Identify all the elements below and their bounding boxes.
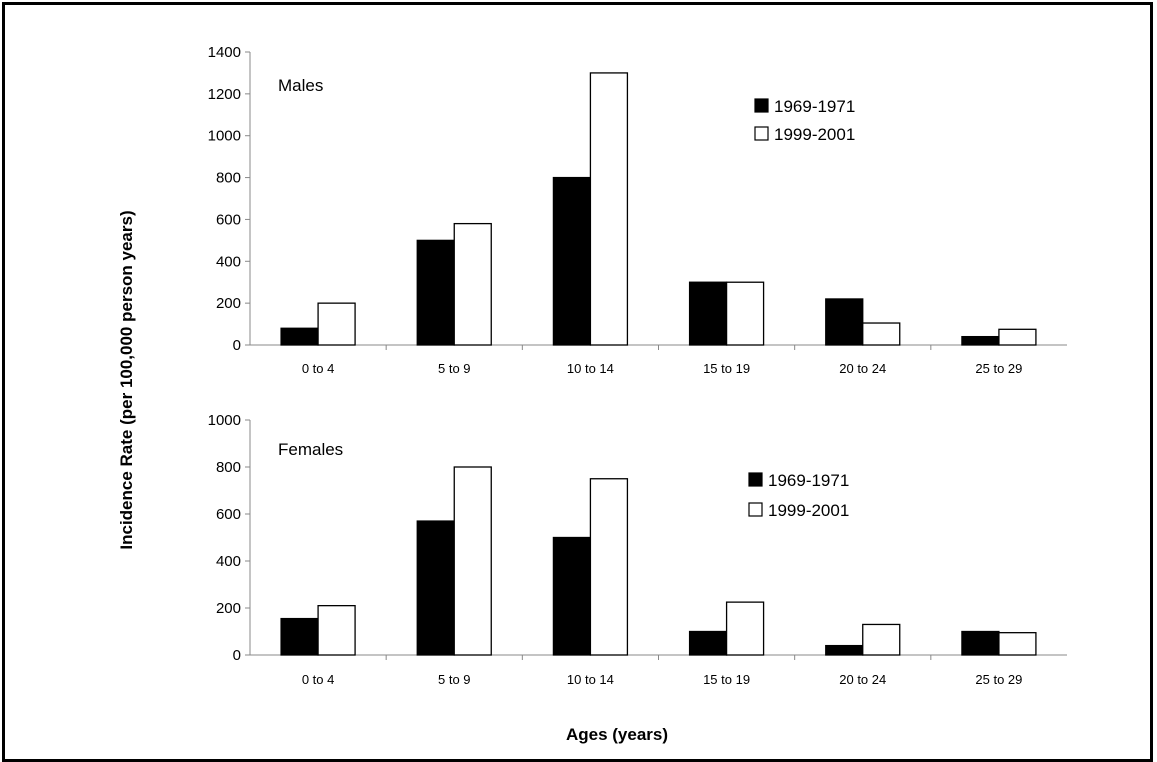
panel-label: Males — [278, 76, 323, 95]
x-tick-label: 10 to 14 — [567, 361, 614, 376]
y-tick-label: 1400 — [208, 44, 241, 61]
y-tick-label: 1000 — [208, 128, 241, 145]
y-tick-label: 1200 — [208, 86, 241, 103]
y-tick-label: 800 — [216, 459, 241, 476]
x-tick-label: 15 to 19 — [703, 361, 750, 376]
bar-1969-1971 — [961, 335, 1000, 346]
bar-1969-1971 — [280, 327, 319, 346]
legend-swatch-1969-1971 — [754, 98, 769, 113]
bar-1969-1971 — [416, 239, 455, 346]
bar-1999-2001 — [862, 623, 901, 656]
legend-swatch-1969-1971 — [748, 472, 763, 487]
bar-1969-1971 — [280, 617, 319, 656]
legend-entry-1969-1971: 1969-1971 — [768, 471, 849, 490]
bar-1969-1971 — [825, 644, 864, 656]
y-tick-label: 400 — [216, 253, 241, 270]
bar-1999-2001 — [589, 478, 629, 656]
bar-1999-2001 — [725, 281, 765, 346]
bar-1999-2001 — [998, 328, 1037, 346]
bar-1999-2001 — [589, 72, 629, 346]
bar-1969-1971 — [688, 630, 728, 656]
bar-1969-1971 — [552, 536, 592, 656]
bar-1999-2001 — [317, 605, 356, 656]
bar-1969-1971 — [416, 520, 455, 656]
y-tick-label: 200 — [216, 295, 241, 312]
bar-1999-2001 — [317, 302, 356, 346]
bar-1969-1971 — [552, 176, 592, 346]
y-tick-label: 400 — [216, 553, 241, 570]
legend-entry-1999-2001: 1999-2001 — [768, 501, 849, 520]
y-tick-label: 1000 — [208, 412, 241, 429]
bar-1969-1971 — [825, 298, 864, 346]
bar-1999-2001 — [453, 466, 492, 656]
x-tick-label: 20 to 24 — [839, 361, 886, 376]
x-tick-label: 10 to 14 — [567, 672, 614, 687]
y-tick-label: 600 — [216, 211, 241, 228]
x-axis-title: Ages (years) — [566, 725, 668, 744]
y-axis-title: Incidence Rate (per 100,000 person years… — [117, 210, 136, 549]
bar-1999-2001 — [862, 322, 901, 346]
x-tick-label: 20 to 24 — [839, 672, 886, 687]
chart-panel-males: 0 200 400 600 800 1000 1200 1400 0 to 4 5 to 9 10 … — [208, 44, 1067, 376]
bar-1969-1971 — [961, 630, 1000, 656]
x-tick-label: 15 to 19 — [703, 672, 750, 687]
x-tick-label: 0 to 4 — [302, 361, 335, 376]
legend-swatch-1999-2001 — [754, 126, 769, 141]
y-tick-label: 200 — [216, 600, 241, 617]
legend-entry-1969-1971: 1969-1971 — [774, 97, 855, 116]
bar-1999-2001 — [725, 601, 765, 656]
y-tick-label: 600 — [216, 506, 241, 523]
x-tick-label: 25 to 29 — [975, 361, 1022, 376]
y-tick-label: 800 — [216, 170, 241, 187]
y-tick-label: 0 — [233, 647, 241, 664]
x-tick-label: 0 to 4 — [302, 672, 335, 687]
panel-label: Females — [278, 440, 343, 459]
legend-swatch-1999-2001 — [748, 502, 763, 517]
chart-panel-females: 0 200 400 600 800 1000 0 to 4 5 to 9 10 to 14 15 … — [208, 412, 1067, 687]
x-tick-label: 5 to 9 — [438, 672, 471, 687]
x-tick-label: 5 to 9 — [438, 361, 471, 376]
legend-entry-1999-2001: 1999-2001 — [774, 125, 855, 144]
bar-1969-1971 — [688, 281, 728, 346]
y-tick-label: 0 — [233, 337, 241, 354]
bar-1999-2001 — [998, 632, 1037, 656]
x-tick-label: 25 to 29 — [975, 672, 1022, 687]
bar-1999-2001 — [453, 222, 492, 346]
